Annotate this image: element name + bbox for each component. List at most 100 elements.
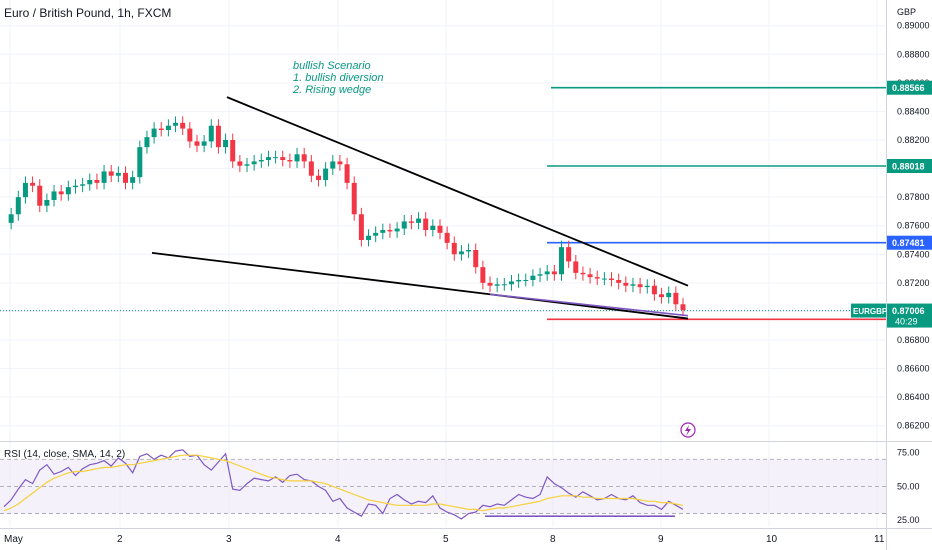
candle-body <box>123 172 129 183</box>
currency-label: GBP <box>897 7 917 17</box>
candle-body <box>294 154 300 162</box>
candle-body <box>487 282 493 286</box>
candle-body <box>80 184 86 186</box>
candle-body <box>258 160 264 162</box>
candle-body <box>173 122 179 126</box>
price-tick-label: 0.86600 <box>897 364 930 374</box>
candle-body <box>373 232 379 236</box>
candle-body <box>673 292 679 305</box>
countdown-label: 40:29 <box>895 317 918 327</box>
candle-body <box>394 228 400 232</box>
candle-body <box>87 180 93 185</box>
time-tick-label: 8 <box>550 534 556 545</box>
candle-body <box>387 230 393 232</box>
candle-body <box>644 285 650 288</box>
candle-body <box>180 122 186 129</box>
candle-body <box>187 128 193 142</box>
candle-body <box>130 177 136 183</box>
time-tick-label: 3 <box>226 534 232 545</box>
candle-body <box>623 282 629 286</box>
candle-body <box>551 271 557 275</box>
candle-body <box>244 164 250 166</box>
current-price-label: 0.87006 <box>892 306 925 316</box>
scenario-annotation: bullish Scenario 1. bullish diversion 2.… <box>293 60 384 96</box>
candle-body <box>194 141 200 146</box>
candle-body <box>473 250 479 268</box>
candle-body <box>137 147 143 178</box>
candle-body <box>201 141 207 146</box>
candle-body <box>408 221 414 223</box>
candle-body <box>351 182 357 215</box>
candle-body <box>165 125 171 130</box>
price-tick-label: 0.88200 <box>897 135 930 145</box>
candle-body <box>573 261 579 273</box>
candle-body <box>580 272 586 275</box>
price-tick-label: 0.87400 <box>897 249 930 259</box>
candle-body <box>458 251 464 255</box>
candle-body <box>265 157 271 160</box>
annotation-line-3: 2. Rising wedge <box>293 84 372 96</box>
price-tick-label: 0.87200 <box>897 278 930 288</box>
candle-body <box>101 171 107 183</box>
time-tick-label: 2 <box>117 534 123 545</box>
candle-body <box>416 218 422 223</box>
horizontal-levels <box>0 86 886 321</box>
symbol-tag-label: EURGBP <box>853 307 888 316</box>
price-tick-label: 0.88800 <box>897 49 930 59</box>
candle-body <box>437 225 443 233</box>
candles <box>8 116 686 317</box>
candle-body <box>30 182 36 186</box>
candle-body <box>651 285 657 295</box>
time-tick-label: 9 <box>658 534 664 545</box>
candle-body <box>215 125 221 148</box>
candle-body <box>601 278 607 280</box>
chart-title: Euro / British Pound, 1h, FXCM <box>4 6 172 20</box>
current-price-tag <box>887 303 932 328</box>
candle-body <box>451 242 457 255</box>
time-tick-label: 10 <box>766 534 778 545</box>
rsi-line <box>3 449 684 520</box>
rsi-tick-label: 25.00 <box>897 515 920 525</box>
candle-body <box>537 274 543 276</box>
candle-body <box>587 274 593 278</box>
annotation-line-2: 1. bullish diversion <box>293 72 384 84</box>
candle-body <box>366 235 372 240</box>
price-tick-label: 0.88400 <box>897 106 930 116</box>
price-tick-label: 0.86200 <box>897 421 930 431</box>
candle-body <box>58 191 64 195</box>
candle-body <box>630 284 636 286</box>
rsi-tick-label: 50.00 <box>897 481 920 491</box>
candle-body <box>22 182 28 198</box>
rsi-legend[interactable]: RSI (14, close, SMA, 14, 2) <box>4 449 126 460</box>
candle-body <box>323 168 329 180</box>
candle-body <box>508 281 514 285</box>
level-tag-label: 0.88018 <box>892 162 925 172</box>
candle-body <box>208 125 214 142</box>
candle-body <box>8 214 14 223</box>
trendlines <box>151 96 689 320</box>
price-axis: 0.862000.864000.866000.868000.870000.872… <box>851 21 932 525</box>
candle-body <box>516 280 522 282</box>
level-tag-label: 0.87481 <box>892 238 925 248</box>
lightning-glyph <box>685 425 691 436</box>
level-tag <box>887 235 932 250</box>
candle-body <box>444 232 450 243</box>
candle-body <box>666 292 672 298</box>
candle-body <box>223 140 229 148</box>
candle-body <box>466 250 472 252</box>
candle-body <box>680 304 686 310</box>
candle-body <box>544 271 550 275</box>
level-tag <box>887 80 932 95</box>
wedge-upper-line <box>226 96 689 287</box>
candle-body <box>637 284 643 288</box>
price-tick-label: 0.86400 <box>897 392 930 402</box>
candle-body <box>315 175 321 180</box>
time-tick-label: 11 <box>874 534 885 545</box>
price-divergence-line <box>489 293 689 317</box>
candle-body <box>151 128 157 138</box>
annotation-line-1: bullish Scenario <box>293 60 371 72</box>
candle-body <box>594 277 600 279</box>
candle-body <box>273 157 279 159</box>
